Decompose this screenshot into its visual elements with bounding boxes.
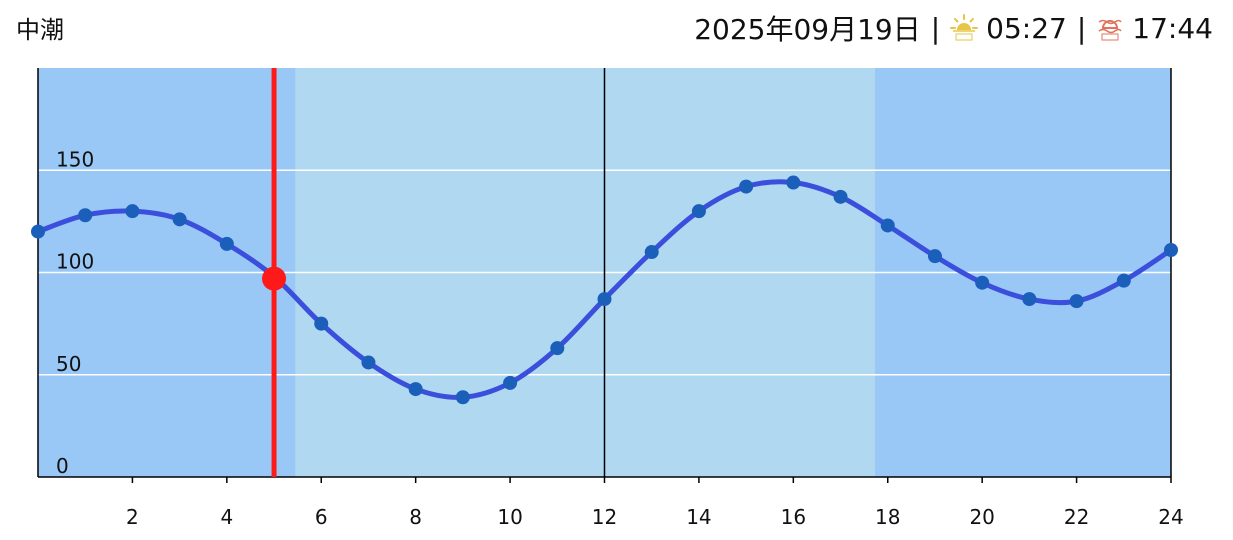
sunrise-icon [950,14,979,42]
date-text: 2025年09月19日 [694,13,921,46]
tide-point [927,249,942,264]
tide-point [644,245,659,260]
tide-point [219,236,234,251]
x-tick-label: 18 [875,505,900,529]
y-tick-label: 50 [56,352,81,376]
tide-point [975,275,990,290]
tide-point [833,189,848,204]
tide-point [503,375,518,390]
tide-point [880,218,895,233]
tide-point [1164,243,1178,258]
tide-point [314,316,329,331]
tide-point [31,224,45,239]
separator: | [1076,11,1087,45]
tide-point [786,175,801,190]
current-tide-point [262,266,287,291]
y-tick-label: 150 [56,147,94,171]
x-tick-label: 4 [220,505,233,529]
tide-point [1116,273,1131,288]
x-tick-label: 10 [497,505,522,529]
y-tick-label: 100 [56,250,94,274]
sunrise-time: 05:27 [986,11,1067,45]
tide-point [455,390,470,405]
tide-point [691,204,706,219]
tide-point [78,208,93,223]
x-tick-label: 16 [781,505,806,529]
tide-point [550,341,565,356]
x-tick-label: 20 [969,505,994,529]
tide-point [1022,292,1037,307]
x-tick-label: 12 [592,505,617,529]
x-tick-label: 24 [1158,505,1183,529]
x-tick-label: 6 [315,505,328,529]
tide-point [597,292,612,307]
tide-point [408,382,423,397]
separator: | [930,11,941,45]
x-tick-label: 2 [126,505,139,529]
tide-point [1069,294,1084,309]
date-sun-info: 2025年09月19日 | 05:27 | 17:44 [694,8,1213,48]
tide-point [739,179,754,194]
sunset-icon [1096,14,1124,42]
x-tick-label: 14 [686,505,711,529]
tide-name: 中潮 [16,16,64,44]
tide-point [361,355,376,370]
y-tick-label: 0 [56,454,69,478]
tide-point [125,204,140,219]
x-tick-label: 22 [1064,505,1089,529]
x-tick-label: 8 [409,505,422,529]
tide-point [172,212,187,227]
sunset-time: 17:44 [1132,11,1213,45]
